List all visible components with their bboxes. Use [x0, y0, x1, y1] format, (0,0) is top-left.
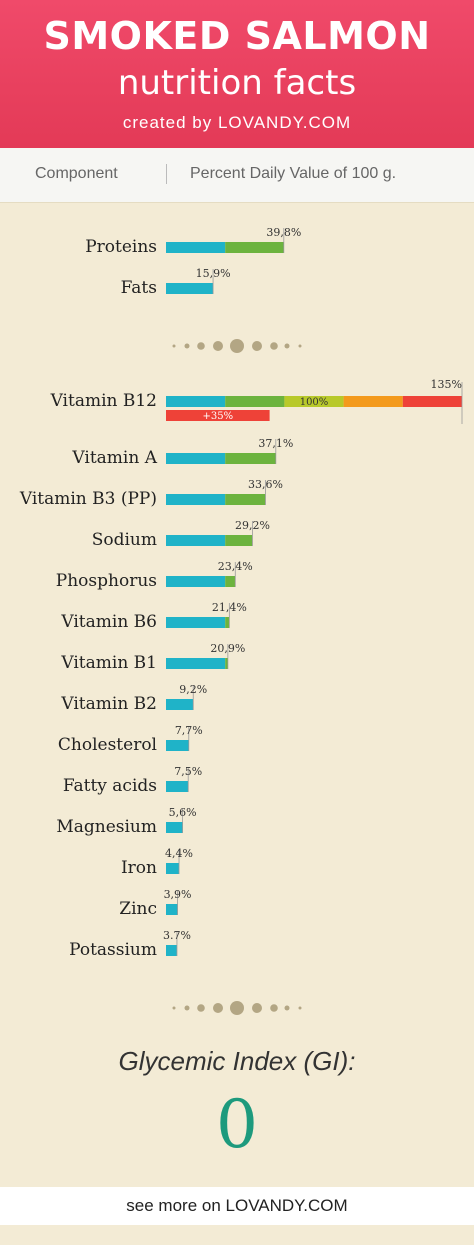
bar-phosphorus-segment-2 — [225, 576, 236, 587]
divider-dot-1-2 — [197, 342, 205, 350]
category-label-iron: Iron — [121, 858, 157, 878]
divider-dot-2-5 — [252, 1003, 262, 1013]
nutrition-bar-chart: Proteins 39,8% Fats 15,9% Vitamin B12 135% 100… — [19, 226, 463, 1015]
data-label-fatty-acids: 7,5% — [174, 765, 202, 778]
bar-fats — [166, 283, 214, 294]
category-label-cholesterol: Cholesterol — [58, 735, 157, 755]
category-label-phosphorus: Phosphorus — [56, 571, 157, 591]
divider-dot-1-1 — [184, 343, 190, 349]
divider-dot-1-7 — [284, 343, 290, 349]
data-label-cholesterol: 7,7% — [175, 724, 203, 737]
bar-vitamin-b6 — [166, 617, 226, 628]
column-header: Component Percent Daily Value of 100 g. — [0, 148, 474, 203]
bar-potassium — [166, 945, 177, 956]
data-label-zinc: 3,9% — [164, 888, 192, 901]
category-label-magnesium: Magnesium — [56, 817, 157, 837]
divider-dot-2-6 — [270, 1004, 278, 1012]
data-label-proteins: 39,8% — [266, 226, 301, 239]
data-label-phosphorus: 23,4% — [218, 560, 253, 573]
category-label-fatty-acids: Fatty acids — [63, 776, 157, 796]
bar-vitamin-b12-excess — [166, 410, 270, 421]
bar-proteins-segment-2 — [225, 242, 284, 253]
bar-vitamin-b12-segment-2 — [225, 396, 285, 407]
header-banner: SMOKED SALMON nutrition facts created by… — [0, 0, 474, 148]
divider-dot-2-1 — [184, 1005, 190, 1011]
category-label-vitamin-a: Vitamin A — [71, 448, 157, 468]
column-divider — [166, 164, 167, 184]
divider-dot-2-7 — [284, 1005, 290, 1011]
category-label-vitamin-b1: Vitamin B1 — [60, 653, 157, 673]
bar-sodium — [166, 535, 226, 546]
category-label-zinc: Zinc — [119, 899, 157, 919]
page-subtitle: nutrition facts — [117, 63, 357, 103]
bar-sodium-segment-2 — [225, 535, 253, 546]
bar-vitamin-b12-segment-4 — [343, 396, 403, 407]
bar-iron — [166, 863, 180, 874]
data-label-potassium: 3.7% — [163, 929, 191, 942]
divider-dot-1-0 — [172, 344, 176, 348]
category-label-vitamin-b12: Vitamin B12 — [50, 391, 157, 411]
data-label-fats: 15,9% — [196, 267, 231, 280]
bottom-strip — [0, 1225, 474, 1245]
category-label-vitamin-b6: Vitamin B6 — [60, 612, 157, 632]
data-label-sodium: 29,2% — [235, 519, 270, 532]
divider-dot-1-6 — [270, 342, 278, 350]
page-title: SMOKED SALMON — [43, 14, 431, 58]
data-label-magnesium: 5,6% — [169, 806, 197, 819]
bar-magnesium — [166, 822, 183, 833]
credit-line: created by LOVANDY.COM — [122, 113, 352, 132]
data-label-vitamin-b3-pp: 33,6% — [248, 478, 283, 491]
bar-vitamin-a-segment-2 — [225, 453, 276, 464]
category-label-sodium: Sodium — [92, 530, 157, 550]
bar-proteins — [166, 242, 226, 253]
divider-dot-1-4 — [230, 339, 244, 353]
footer-link[interactable]: see more on LOVANDY.COM — [0, 1187, 474, 1225]
divider-dot-2-8 — [298, 1006, 302, 1010]
divider-dot-1-5 — [252, 341, 262, 351]
category-label-vitamin-b3-pp: Vitamin B3 (PP) — [19, 489, 157, 509]
bar-vitamin-b1-segment-2 — [225, 658, 228, 669]
bar-vitamin-b3-pp-segment-2 — [225, 494, 266, 505]
hundred-percent-label: 100% — [300, 397, 329, 408]
category-label-fats: Fats — [121, 278, 157, 298]
data-label-iron: 4,4% — [165, 847, 193, 860]
divider-dot-2-3 — [213, 1003, 223, 1013]
bar-vitamin-b1 — [166, 658, 226, 669]
category-label-proteins: Proteins — [85, 237, 157, 257]
bar-vitamin-b2 — [166, 699, 194, 710]
data-label-vitamin-a: 37,1% — [258, 437, 293, 450]
component-column-label: Component — [35, 165, 118, 182]
bar-vitamin-b3-pp — [166, 494, 226, 505]
bar-vitamin-b12-segment-5 — [402, 396, 462, 407]
data-label-vitamin-b1: 20,9% — [210, 642, 245, 655]
glycemic-index-value: 0 — [216, 1086, 258, 1163]
bar-vitamin-b12-segment-3 — [284, 396, 344, 407]
category-label-potassium: Potassium — [69, 940, 157, 960]
data-label-vitamin-b6: 21,4% — [212, 601, 247, 614]
divider-dot-2-0 — [172, 1006, 176, 1010]
category-label-vitamin-b2: Vitamin B2 — [60, 694, 157, 714]
divider-dot-2-2 — [197, 1004, 205, 1012]
value-column-label: Percent Daily Value of 100 g. — [190, 165, 397, 182]
bar-vitamin-a — [166, 453, 226, 464]
divider-dot-2-4 — [230, 1001, 244, 1015]
divider-dot-1-8 — [298, 344, 302, 348]
data-label-vitamin-b12: 135% — [431, 378, 462, 391]
bar-vitamin-b12 — [166, 396, 226, 407]
divider-dot-1-3 — [213, 341, 223, 351]
bar-zinc — [166, 904, 178, 915]
data-label-vitamin-b2: 9,2% — [179, 683, 207, 696]
bar-fatty-acids — [166, 781, 189, 792]
bar-cholesterol — [166, 740, 189, 751]
bar-vitamin-b6-segment-2 — [225, 617, 230, 628]
bar-phosphorus — [166, 576, 226, 587]
excess-label-vitamin-b12: +35% — [202, 411, 233, 422]
glycemic-index-label: Glycemic Index (GI): — [118, 1046, 356, 1076]
